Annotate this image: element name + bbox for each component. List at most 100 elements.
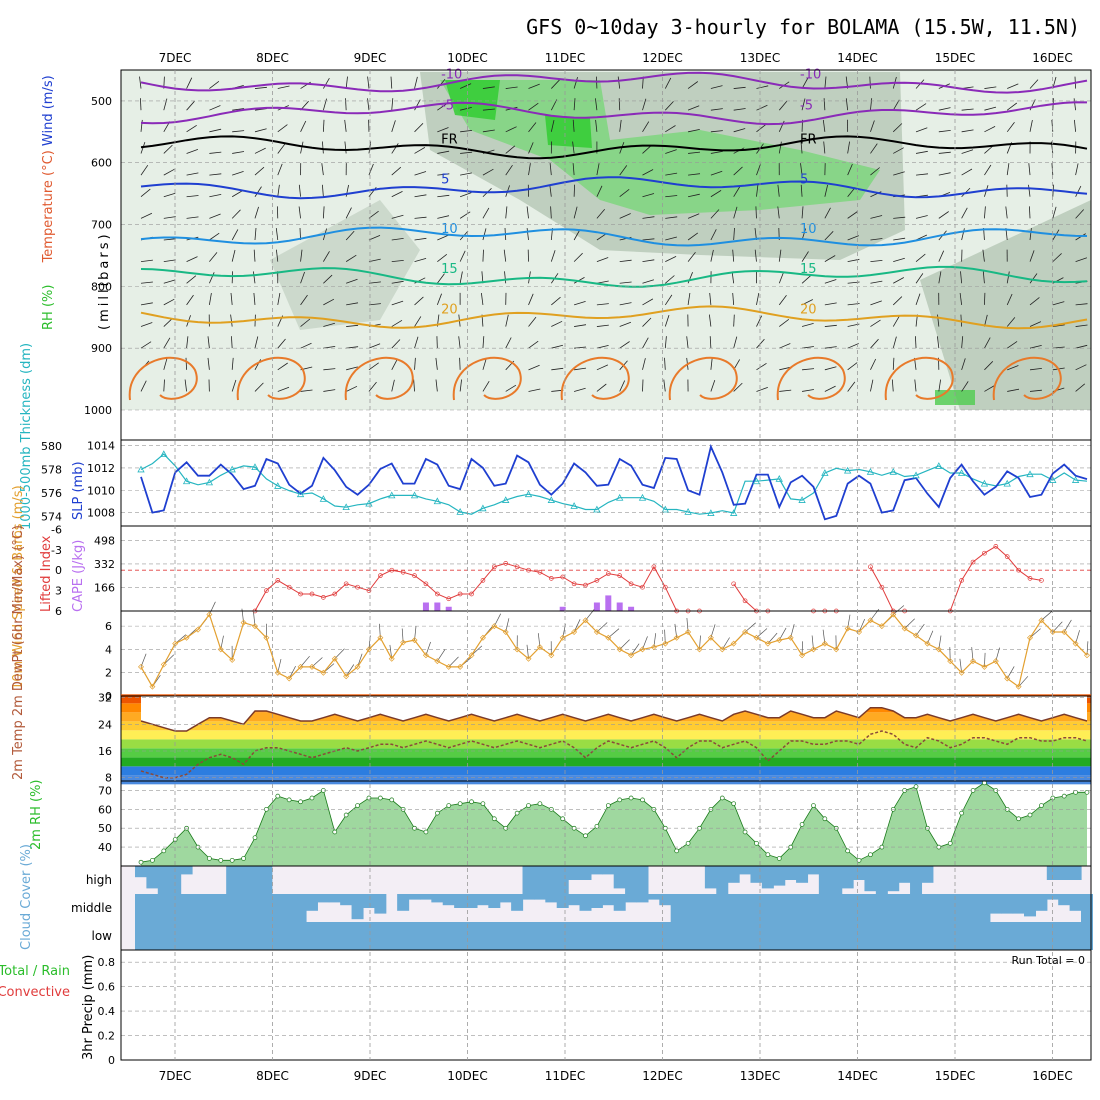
cape-y-ticks: -6 -3 0 3 6 498 332 166 bbox=[51, 523, 115, 618]
wind-speed-series bbox=[140, 613, 1088, 688]
wind-barb bbox=[847, 235, 859, 241]
cloud-bar bbox=[237, 894, 250, 922]
cloud-bar bbox=[1069, 866, 1082, 880]
precip-tick-label: 0.4 bbox=[98, 1005, 116, 1018]
wind-barb bbox=[663, 379, 666, 392]
cloud-bar bbox=[887, 894, 900, 922]
wind-barb bbox=[482, 380, 490, 392]
wind-barb bbox=[391, 260, 404, 263]
wind-barb bbox=[937, 336, 940, 349]
wind-barb bbox=[322, 119, 325, 132]
wind-barb bbox=[184, 379, 187, 392]
wind-barb bbox=[642, 238, 655, 241]
wind-barb bbox=[1052, 621, 1063, 633]
precip-unit-label: 3hr Precip (mm) bbox=[81, 955, 96, 1060]
wind-barb bbox=[961, 207, 968, 219]
isotherm-label: 10 bbox=[800, 222, 817, 237]
wind-speed-point bbox=[593, 628, 600, 635]
rh-point bbox=[1084, 789, 1090, 795]
wind-barb bbox=[664, 336, 667, 349]
wind-barb bbox=[802, 368, 815, 371]
wind-barb bbox=[277, 338, 286, 349]
wind-barb bbox=[231, 209, 241, 219]
wind-barb bbox=[847, 211, 858, 219]
wind-barb bbox=[893, 277, 904, 284]
cloud-bar bbox=[476, 922, 489, 950]
wind-barb bbox=[595, 98, 598, 111]
rh-point bbox=[742, 829, 748, 835]
cloud-bar bbox=[214, 894, 227, 922]
wind-barb bbox=[300, 655, 310, 668]
thickness-marker bbox=[935, 462, 943, 469]
wind-barb bbox=[642, 193, 655, 198]
lifted-index-tick-label: 0 bbox=[55, 564, 62, 577]
wind-speed-point bbox=[582, 617, 589, 624]
wind-barb bbox=[448, 656, 459, 668]
cloud-bar bbox=[226, 922, 239, 950]
wind-speed-point bbox=[1049, 628, 1056, 635]
wind-barb bbox=[140, 302, 153, 306]
wind-barb bbox=[1029, 273, 1038, 284]
wind-barb bbox=[231, 357, 234, 370]
cloud-bar bbox=[157, 866, 170, 894]
wind-barb bbox=[1029, 297, 1040, 306]
cloud-bar bbox=[807, 922, 820, 950]
lifted-index-tick-label: -3 bbox=[51, 544, 62, 557]
lifted-index-point bbox=[993, 544, 999, 549]
cloud-bar bbox=[636, 866, 649, 894]
wind-barb bbox=[733, 128, 746, 133]
cloud-bar bbox=[488, 922, 501, 950]
cloud-bar bbox=[191, 922, 204, 950]
wind-barb bbox=[163, 337, 171, 349]
thickness-marker bbox=[547, 496, 555, 503]
wind-barb bbox=[1006, 317, 1016, 327]
wind-barb bbox=[710, 85, 723, 89]
rh-point bbox=[332, 829, 338, 835]
wind-barb bbox=[915, 253, 926, 262]
wind-barb bbox=[892, 336, 897, 349]
wind-barb bbox=[961, 168, 973, 176]
cloud-bar bbox=[750, 894, 763, 922]
wind-barb bbox=[460, 130, 473, 133]
wind-barb bbox=[550, 120, 555, 132]
wind-speed-point bbox=[970, 658, 977, 665]
wind-barb bbox=[459, 271, 463, 284]
wind-barb bbox=[847, 141, 850, 154]
wind-barb bbox=[870, 143, 878, 154]
wind-barb bbox=[323, 322, 336, 327]
wind-barb bbox=[1074, 119, 1077, 132]
wind-barb bbox=[391, 319, 403, 327]
wind-barb bbox=[437, 127, 449, 133]
cloud-bar bbox=[796, 922, 809, 950]
isotherm-label: 20 bbox=[441, 302, 458, 317]
wind-barb bbox=[277, 362, 288, 371]
wind-speed-point bbox=[1038, 617, 1045, 624]
wind-barb bbox=[665, 195, 678, 198]
wind-barb bbox=[756, 628, 768, 639]
cloud-bar bbox=[773, 866, 786, 886]
wind-barb bbox=[186, 124, 197, 133]
wind-y-ticks: 6 4 2 0 bbox=[105, 620, 112, 703]
temp-band bbox=[121, 775, 1091, 785]
wind-barb bbox=[1006, 102, 1018, 111]
thickness-marker bbox=[661, 505, 669, 513]
wind-barb bbox=[869, 76, 871, 89]
wind-speed-point bbox=[810, 646, 817, 653]
wind-barb bbox=[1075, 257, 1088, 263]
wind-barb bbox=[1007, 83, 1019, 89]
rh-tick-label: 70 bbox=[98, 784, 112, 797]
cloud-bar bbox=[921, 894, 934, 922]
cloud-bar bbox=[545, 922, 558, 950]
wind-barb bbox=[254, 128, 267, 133]
wind-barb bbox=[984, 206, 986, 219]
lifted-index-point bbox=[480, 578, 486, 583]
wind-barb bbox=[801, 206, 804, 219]
precip-total-label: Total / Rain bbox=[0, 964, 70, 979]
cloud-bar bbox=[841, 922, 854, 950]
cloud-bar bbox=[875, 894, 888, 922]
wind-speed-point bbox=[229, 656, 236, 663]
cape-bar bbox=[593, 602, 600, 611]
wind-barb bbox=[709, 292, 712, 305]
wind-barb bbox=[756, 124, 767, 133]
